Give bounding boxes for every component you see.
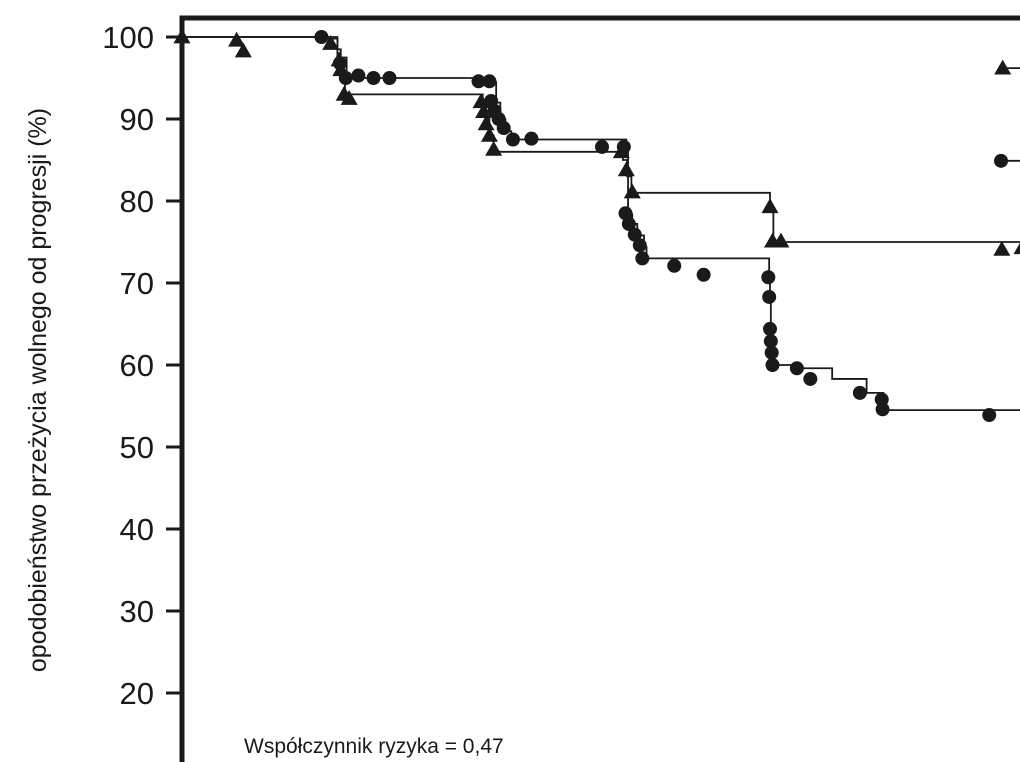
circle-marker-33 bbox=[875, 402, 890, 417]
circle-marker-4 bbox=[366, 71, 381, 85]
triangle-marker-15 bbox=[623, 183, 641, 199]
circle-marker-30 bbox=[803, 371, 818, 386]
triangle-marker-14 bbox=[617, 161, 635, 177]
y-tick-label-60: 60 bbox=[120, 348, 154, 383]
y-tick-label-50: 50 bbox=[120, 430, 154, 465]
circle-marker-31 bbox=[852, 385, 867, 400]
circle-marker-1 bbox=[332, 56, 347, 71]
circle-marker-24 bbox=[762, 289, 777, 304]
triangle-marker-12 bbox=[485, 140, 503, 156]
y-axis-label: opodobieństwo przeżycia wolnego od progr… bbox=[24, 108, 52, 672]
series-markers bbox=[173, 28, 1020, 423]
circle-marker-25 bbox=[763, 321, 777, 336]
circle-marker-7 bbox=[482, 74, 497, 89]
y-tick-label-70: 70 bbox=[120, 266, 154, 301]
circle-marker-29 bbox=[789, 361, 804, 376]
circle-marker-13 bbox=[524, 131, 539, 146]
circle-marker-19 bbox=[632, 238, 647, 253]
circle-marker-0 bbox=[314, 30, 329, 44]
circle-marker-12 bbox=[505, 132, 520, 147]
circle-marker-34 bbox=[982, 408, 997, 423]
circle-marker-21 bbox=[667, 258, 682, 273]
series-lines bbox=[182, 36, 1020, 411]
triangle-marker-16 bbox=[761, 198, 779, 214]
triangle-marker-18 bbox=[772, 232, 790, 248]
circle-marker-20 bbox=[635, 251, 650, 266]
triangle-marker-7 bbox=[340, 90, 358, 105]
circle-marker-5 bbox=[382, 71, 397, 85]
circle-marker-2 bbox=[338, 71, 353, 85]
triangle-marker-11 bbox=[480, 126, 498, 142]
y-tick-label-20: 20 bbox=[120, 676, 154, 711]
triangle-marker-1 bbox=[228, 31, 246, 47]
circle-marker-28 bbox=[765, 358, 780, 372]
circle-marker-18 bbox=[627, 227, 642, 242]
circle-marker-23 bbox=[761, 270, 776, 285]
triangle-marker-2 bbox=[234, 42, 252, 58]
circle-marker-35 bbox=[994, 153, 1008, 168]
circle-marker-11 bbox=[496, 121, 511, 136]
circle-marker-26 bbox=[763, 334, 778, 349]
hazard-ratio-annotation: Współczynnik ryzyka = 0,47 bbox=[244, 735, 504, 758]
triangle-marker-21 bbox=[994, 59, 1012, 75]
axis-layer: 100 90 80 70 60 50 40 30 20 bbox=[102, 15, 1020, 762]
y-tick-label-30: 30 bbox=[120, 594, 154, 629]
triangle-marker-19 bbox=[993, 240, 1011, 256]
y-tick-label-100: 100 bbox=[102, 20, 154, 55]
circle-marker-27 bbox=[764, 345, 779, 360]
circle-marker-6 bbox=[471, 74, 486, 89]
y-tick-label-80: 80 bbox=[120, 184, 154, 219]
triangle-marker-0 bbox=[173, 28, 191, 44]
y-tick-label-40: 40 bbox=[120, 512, 154, 547]
triangle-marker-10 bbox=[477, 115, 495, 131]
circle-marker-17 bbox=[621, 216, 636, 231]
circle-marker-14 bbox=[595, 139, 609, 154]
circle-marker-3 bbox=[351, 68, 366, 83]
triangle-marker-3 bbox=[322, 35, 340, 50]
circle-marker-15 bbox=[616, 139, 631, 154]
circle-marker-22 bbox=[696, 267, 711, 282]
triangle-marker-20 bbox=[1013, 242, 1020, 255]
y-tick-label-90: 90 bbox=[120, 102, 154, 137]
triangle-marker-9 bbox=[475, 103, 493, 118]
circle-marker-16 bbox=[618, 206, 633, 221]
series-circle-line bbox=[182, 36, 1020, 411]
